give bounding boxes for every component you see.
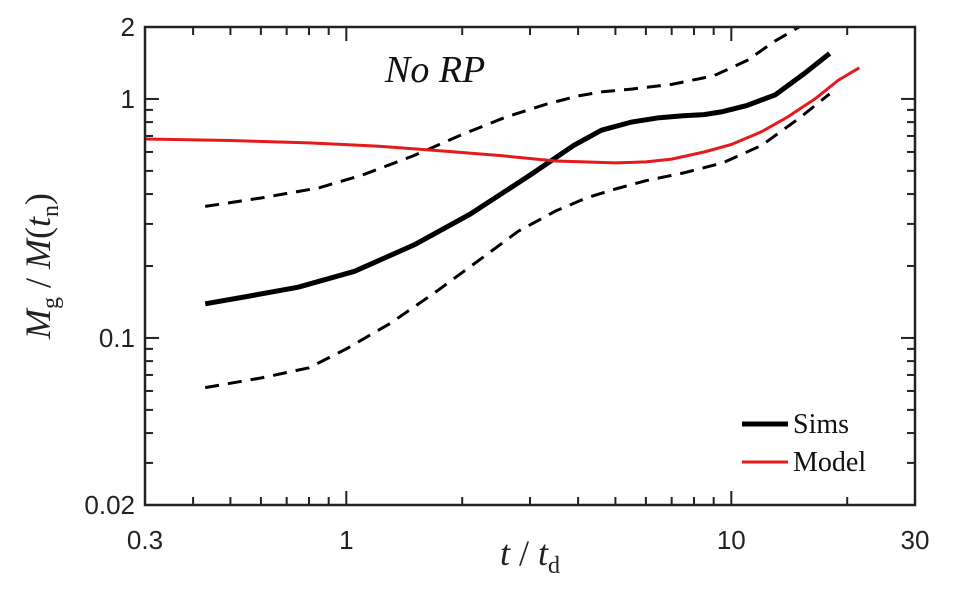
tick-labels: 0.3 1 10 30 0.02 0.1 1 2 [84, 12, 929, 555]
annotation-no-rp: No RP [384, 49, 485, 91]
x-tick-label: 0.3 [127, 525, 163, 555]
y-label-t: t [18, 216, 58, 227]
x-axis-label: t / td [500, 533, 560, 579]
y-tick-label: 2 [121, 12, 135, 42]
y-label-rp: ) [18, 193, 58, 205]
legend-label-model: Model [793, 447, 866, 478]
series-line-sims [204, 51, 832, 307]
x-label-sep: / [510, 533, 538, 573]
x-label-sub: d [548, 553, 560, 579]
y-label-sub-n: n [38, 205, 64, 217]
series-line-model [145, 66, 861, 165]
y-tick-label: 1 [121, 84, 135, 114]
plot-frame [143, 25, 917, 507]
x-tick-label: 30 [901, 525, 930, 555]
y-label-sub-g: g [38, 297, 64, 309]
y-tick-label: 0.1 [99, 323, 135, 353]
y-axis-label: Mg / M(tn) [18, 193, 64, 340]
y-label-m: M [18, 307, 58, 340]
series-line-upper-envelope [204, 27, 800, 208]
axis-ticks [144, 26, 916, 506]
x-label-t: t [500, 533, 511, 573]
y-label-lp: ( [18, 227, 58, 239]
legend-label-sims: Sims [793, 409, 849, 440]
series-layer [145, 27, 861, 390]
legend: Sims Model [742, 409, 866, 478]
y-label-sep: / [18, 269, 58, 297]
x-tick-label: 10 [717, 525, 746, 555]
y-label-m2: M [18, 237, 58, 270]
series-line-lower-envelope [204, 92, 831, 390]
x-tick-label: 1 [339, 525, 353, 555]
x-label-t2: t [538, 533, 549, 573]
y-tick-label: 0.02 [84, 490, 135, 520]
